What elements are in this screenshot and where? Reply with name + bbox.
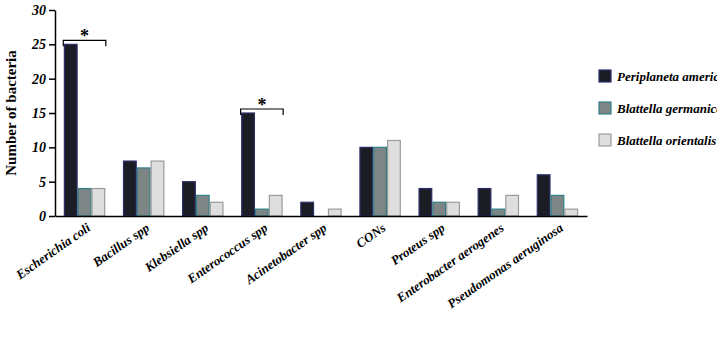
bar <box>565 209 578 216</box>
bar <box>551 195 564 216</box>
series <box>64 44 550 216</box>
axis-title: Number of bacteria <box>3 50 19 176</box>
plot: 0 5 10 15 20 25 30 Escherichia coliBacillus spp… <box>12 3 587 311</box>
axis-line <box>56 216 588 218</box>
tick-label: 5 <box>39 175 46 190</box>
tick: 30 <box>31 3 55 18</box>
bar <box>374 147 387 216</box>
legend-swatch <box>599 102 611 114</box>
bar <box>196 195 209 216</box>
tick-label: 10 <box>32 140 46 155</box>
tick: 10 <box>32 140 55 155</box>
bar <box>151 161 164 216</box>
series <box>78 147 564 216</box>
series <box>92 140 578 216</box>
annotation: * <box>257 95 266 115</box>
tick: 15 <box>32 106 55 121</box>
legend-label: Blattella orientalis <box>616 133 716 148</box>
tick: CONs <box>353 216 388 251</box>
tick: 25 <box>31 37 55 52</box>
tick-mark <box>49 10 55 12</box>
bar <box>210 202 223 216</box>
annotation: * <box>80 26 89 46</box>
bar <box>123 161 136 216</box>
legend-item: Blattella germanica <box>599 101 717 116</box>
bar <box>269 195 282 216</box>
bar <box>137 168 150 216</box>
tick-label: 15 <box>32 106 46 121</box>
tick: 0 <box>39 209 55 224</box>
bar <box>506 195 519 216</box>
tick: 20 <box>31 72 55 87</box>
bar <box>328 209 341 216</box>
tick: Escherichia coli <box>12 216 93 283</box>
y-axis: 0 5 10 15 20 25 30 <box>31 3 56 224</box>
tick-mark <box>49 181 55 183</box>
bar <box>183 182 196 216</box>
bar <box>242 113 255 216</box>
legend-label: Blattella germanica <box>616 101 717 116</box>
tick: Acinetobacter spp <box>242 216 330 288</box>
bar <box>360 147 373 216</box>
legend-item: Periplaneta americana <box>599 69 717 84</box>
tick-mark <box>49 78 55 80</box>
legend-label: Periplaneta americana <box>617 69 717 84</box>
tick-label: Escherichia coli <box>12 220 93 283</box>
tick-mark <box>49 147 55 149</box>
tick: Pseudomonas aeruginosa <box>444 216 566 311</box>
x-axis: Escherichia coliBacillus sppKlebsiella s… <box>12 216 587 311</box>
tick-mark <box>49 216 55 218</box>
legend: Periplaneta americana Blattella germanica… <box>599 69 717 148</box>
bar <box>447 202 460 216</box>
tick-label: 0 <box>39 209 46 224</box>
legend-item: Blattella orientalis <box>599 133 716 148</box>
bar <box>301 202 314 216</box>
bar <box>492 209 505 216</box>
bar <box>419 189 432 216</box>
tick-mark <box>49 113 55 115</box>
bars <box>64 44 577 216</box>
tick-label: CONs <box>353 220 388 251</box>
legend-swatch <box>599 134 611 146</box>
bar <box>256 209 269 216</box>
tick-label: Pseudomonas aeruginosa <box>444 220 566 312</box>
bar <box>433 202 446 216</box>
bar <box>388 140 401 216</box>
bar <box>537 175 550 216</box>
annotations: ** <box>63 26 283 115</box>
tick-mark <box>49 44 55 46</box>
bar <box>78 189 91 216</box>
chart: 0 5 10 15 20 25 30 Escherichia coliBacillus spp… <box>0 0 717 362</box>
tick-label: 30 <box>31 3 46 18</box>
tick-label: Acinetobacter spp <box>242 220 330 288</box>
tick-label: 20 <box>31 72 46 87</box>
tick-label: Enterobacter aerogenes <box>393 220 507 306</box>
bar <box>92 189 105 216</box>
bar <box>64 44 77 216</box>
bar <box>478 189 491 216</box>
legend-swatch <box>599 70 611 82</box>
tick: 5 <box>39 175 55 190</box>
tick-label: 25 <box>31 37 46 52</box>
tick: Enterobacter aerogenes <box>393 216 507 306</box>
